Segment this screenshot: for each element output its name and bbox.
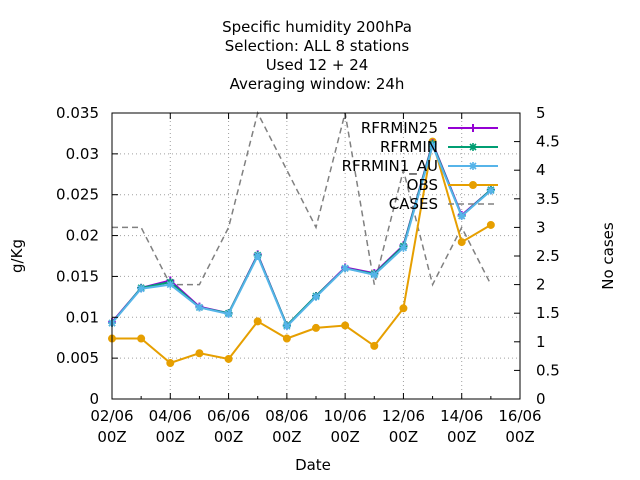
data-point	[166, 280, 175, 289]
data-point	[253, 317, 262, 326]
plot-frame	[111, 112, 521, 400]
data-point	[195, 303, 204, 312]
title-line: Used 12 + 24	[266, 56, 369, 74]
y2-tick-label: 1	[536, 333, 546, 351]
data-point	[282, 322, 291, 331]
y2-tick-label: 5	[536, 104, 546, 122]
y2-tick-label: 0.5	[536, 361, 560, 379]
legend-label: RFRMIN25	[361, 119, 438, 137]
data-point	[253, 252, 262, 260]
data-point	[137, 334, 146, 343]
data-point	[399, 243, 408, 252]
data-point	[166, 359, 175, 368]
data-point	[370, 341, 379, 350]
y-tick-label: 0.035	[56, 104, 99, 122]
y2-tick-label: 3.5	[536, 190, 560, 208]
x-tick-label: 00Z	[97, 428, 126, 446]
data-point	[195, 349, 204, 358]
legend-label: OBS	[407, 176, 438, 194]
legend-label: RFRMIN	[380, 138, 438, 156]
data-point	[224, 354, 233, 363]
x-tick-label: 00Z	[330, 428, 359, 446]
x-tick-label: 00Z	[447, 428, 476, 446]
y-tick-label: 0.005	[56, 349, 99, 367]
data-point	[282, 334, 291, 343]
data-point	[312, 292, 320, 301]
title-line: Averaging window: 24h	[230, 75, 405, 93]
y-tick-label: 0.03	[66, 145, 99, 163]
series-cases	[112, 110, 492, 287]
data-point	[399, 304, 408, 313]
x-tick-label: 02/06	[90, 407, 133, 425]
x-tick-label: 06/06	[207, 407, 250, 425]
x-tick-label: 14/06	[440, 407, 483, 425]
data-point	[137, 284, 146, 293]
data-point	[457, 238, 466, 247]
x-tick-label: 12/06	[382, 407, 425, 425]
y2-tick-label: 1.5	[536, 304, 560, 322]
data-point	[428, 141, 437, 150]
y-tick-label: 0.015	[56, 267, 99, 285]
y2-tick-label: 2.5	[536, 247, 560, 265]
x-tick-label: 00Z	[272, 428, 301, 446]
data-point	[312, 323, 320, 332]
series-line	[111, 142, 492, 329]
data-point	[486, 220, 495, 229]
legend-label: CASES	[389, 195, 438, 213]
x-tick-label: 08/06	[265, 407, 308, 425]
data-point	[370, 270, 379, 279]
y2-tick-label: 3	[536, 218, 546, 236]
y2-axis-label: No cases	[599, 222, 617, 290]
data-point	[486, 186, 495, 195]
x-tick-label: 10/06	[324, 407, 367, 425]
x-axis-ticks: 02/06 00Z 04/06 00Z 06/06 00Z 08/06 00Z 10/06 00Z…	[90, 113, 542, 446]
data-point	[341, 321, 350, 330]
series-layer	[108, 110, 495, 368]
y2-tick-label: 4	[536, 161, 546, 179]
data-point	[469, 124, 477, 132]
data-point	[469, 181, 477, 189]
series-obs	[108, 137, 495, 368]
series-line	[112, 110, 492, 287]
y-axis-label: g/Kg	[8, 239, 26, 273]
x-tick-label: 16/06	[498, 407, 541, 425]
x-tick-label: 00Z	[214, 428, 243, 446]
data-point	[224, 310, 233, 319]
x-tick-label: 00Z	[505, 428, 534, 446]
y-tick-label: 0.025	[56, 186, 99, 204]
data-point	[469, 162, 477, 170]
y2-tick-label: 4.5	[536, 133, 560, 151]
x-tick-label: 00Z	[389, 428, 418, 446]
title-line: Selection: ALL 8 stations	[225, 37, 410, 55]
x-tick-label: 00Z	[156, 428, 185, 446]
y2-axis-ticks: 0 0.5 1 1.5 2 2.5 3 3.5 4 4.5 5	[514, 104, 560, 408]
x-axis-label: Date	[295, 456, 331, 474]
data-point	[457, 211, 466, 220]
series-line	[112, 141, 492, 365]
x-tick-label: 04/06	[149, 407, 192, 425]
y2-tick-label: 2	[536, 276, 546, 294]
title-line: Specific humidity 200hPa	[222, 18, 412, 36]
y-tick-label: 0	[89, 390, 99, 408]
data-point	[469, 143, 477, 151]
y-tick-label: 0.01	[66, 308, 99, 326]
y-axis-ticks: 0 0.005 0.01 0.015 0.02 0.025 0.03 0.035	[56, 104, 118, 408]
data-point	[341, 264, 350, 273]
y-tick-label: 0.02	[66, 227, 99, 245]
legend-label: RFRMIN1_AU	[342, 157, 438, 176]
y2-tick-label: 0	[536, 390, 546, 408]
grid	[112, 113, 520, 399]
